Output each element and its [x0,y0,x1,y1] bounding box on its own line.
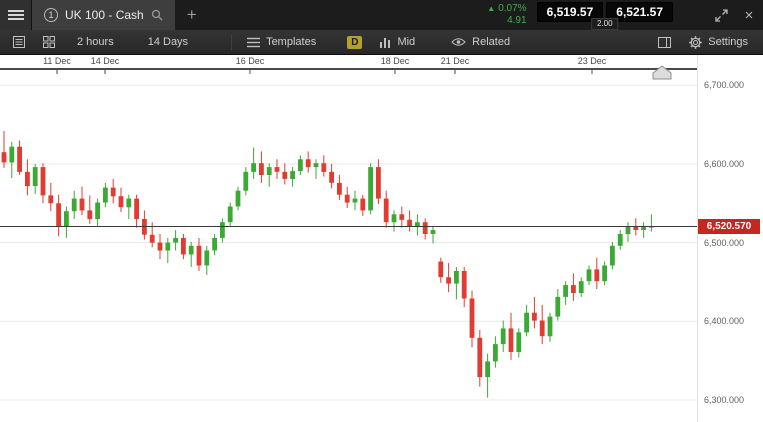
x-axis-label: 11 Dec [43,56,71,66]
interval-dropdown[interactable]: 2 hours [68,30,123,54]
x-axis-label: 21 Dec [440,56,470,66]
tab-number-badge: 1 [44,8,58,22]
y-axis-label: 6,700.000 [704,80,745,91]
range-label: 14 Days [147,36,189,48]
expand-button[interactable] [707,0,735,30]
buy-price-button[interactable]: 6,521.57 [606,2,673,22]
eye-icon [451,38,466,46]
templates-button[interactable]: Templates [238,30,325,54]
sell-price-button[interactable]: 6,519.57 [536,2,604,22]
y-axis-label: 6,300.000 [704,394,745,405]
related-button[interactable]: Related [442,30,519,54]
layout-grid-button[interactable] [34,30,64,54]
x-axis-label: 23 Dec [577,56,607,66]
menu-button[interactable] [0,0,32,30]
change-points: 4.91 [507,15,527,26]
expand-icon [714,8,728,22]
grid-icon [43,36,55,48]
change-block: ▲ 0.07% 4.91 [487,0,526,30]
close-button[interactable]: × [744,6,754,24]
settings-label: Settings [708,36,748,48]
instrument-title: UK 100 - Cash [65,8,144,22]
related-label: Related [472,36,511,48]
change-percent: 0.07% [498,3,527,14]
topbar-spacer [209,0,488,30]
chart-type-icon [380,38,391,48]
chart-area: 11 Dec 14 Dec 16 Dec 18 Dec 21 Dec 23 Dec 6,7… [0,55,763,422]
top-bar: 1 UK 100 - Cash + ▲ 0.07% 4.91 6,519.57 … [0,0,763,30]
y-axis-label: 6,500.000 [704,237,745,248]
spread-badge: 2.00 [590,18,619,30]
candlestick-chart[interactable] [0,68,697,422]
settings-button[interactable]: Settings [680,30,757,54]
x-axis-label: 18 Dec [380,56,410,66]
range-dropdown[interactable]: 14 Days [139,30,197,54]
chart-marker-icon[interactable] [652,65,672,85]
x-axis[interactable]: 11 Dec 14 Dec 16 Dec 18 Dec 21 Dec 23 Dec [0,55,697,68]
up-triangle-icon: ▲ [487,4,496,13]
interval-label: 2 hours [77,36,114,48]
indicators-icon [13,36,25,48]
day-resolution-badge[interactable]: D [347,35,363,49]
indicators-button[interactable] [4,30,34,54]
x-axis-label: 14 Dec [90,56,120,66]
chart-toolbar: 2 hours 14 Days Templates D Mid Related [0,30,763,55]
search-icon[interactable] [151,9,163,21]
add-tab-button[interactable]: + [186,5,197,24]
price-type-label: Mid [397,36,416,48]
toolbar-divider [231,34,233,50]
hamburger-icon [7,10,24,20]
templates-icon [247,37,261,47]
y-axis-label: 6,400.000 [704,316,745,327]
side-panel-button[interactable] [649,30,680,54]
price-buttons: 6,519.57 6,521.57 2.00 [536,0,673,30]
templates-label: Templates [266,36,317,48]
y-axis[interactable]: 6,700.000 6,600.000 6,500.000 6,400.000 6,30… [697,55,763,422]
instrument-tab[interactable]: 1 UK 100 - Cash [32,0,175,30]
panel-icon [658,36,672,48]
gear-icon [689,35,703,49]
x-axis-label: 16 Dec [235,56,265,66]
current-price-tag: 6,520.570 [698,218,760,234]
price-type-dropdown[interactable]: Mid [370,30,424,54]
y-axis-label: 6,600.000 [704,158,745,169]
